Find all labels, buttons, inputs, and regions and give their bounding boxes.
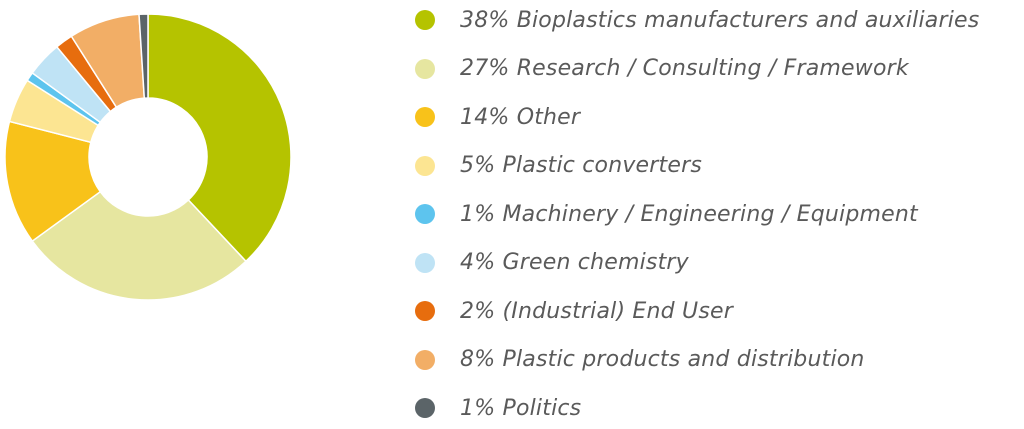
legend-swatch-7 xyxy=(415,301,435,321)
legend-label-5: 1% Machinery / Engineering / Equipment xyxy=(460,201,918,227)
legend-label-2: 27% Research / Consulting / Framework xyxy=(460,56,909,81)
legend-swatch-1 xyxy=(415,10,435,30)
donut-slice-9 xyxy=(138,13,149,99)
legend-item-3: 14% Other xyxy=(415,102,580,132)
legend-swatch-3 xyxy=(415,107,435,127)
legend-item-9: 1% Politics xyxy=(415,393,581,423)
legend-item-7: 2% (Industrial) End User xyxy=(415,296,733,326)
legend-swatch-6 xyxy=(415,252,435,273)
legend-label-6: 4% Green chemistry xyxy=(460,250,689,275)
legend-swatch-2 xyxy=(415,58,435,79)
legend-swatch-8 xyxy=(415,349,435,370)
legend-label-8: 8% Plastic products and distribution xyxy=(460,347,865,372)
legend-label-1: 38% Bioplastics manufacturers and auxili… xyxy=(460,7,980,33)
legend-label-7: 2% (Industrial) End User xyxy=(460,298,733,324)
legend-label-3: 14% Other xyxy=(460,104,581,130)
legend-swatch-9 xyxy=(415,398,435,418)
legend-item-8: 8% Plastic products and distribution xyxy=(415,345,865,375)
legend-item-6: 4% Green chemistry xyxy=(415,248,689,278)
donut-slice-2 xyxy=(31,190,247,300)
donut-slices xyxy=(4,13,292,300)
legend-swatch-4 xyxy=(415,155,435,176)
legend-item-4: 5% Plastic converters xyxy=(415,151,702,181)
legend-item-1: 38% Bioplastics manufacturers and auxili… xyxy=(415,5,979,35)
legend-item-2: 27% Research / Consulting / Framework xyxy=(415,54,909,84)
legend-item-5: 1% Machinery / Engineering / Equipment xyxy=(415,199,918,229)
legend-label-9: 1% Politics xyxy=(460,395,582,421)
donut-slice-1 xyxy=(147,13,292,263)
legend-label-4: 5% Plastic converters xyxy=(460,153,703,178)
donut-chart xyxy=(4,13,292,300)
legend: 38% Bioplastics manufacturers and auxili… xyxy=(415,0,1015,429)
legend-swatch-5 xyxy=(415,204,435,224)
